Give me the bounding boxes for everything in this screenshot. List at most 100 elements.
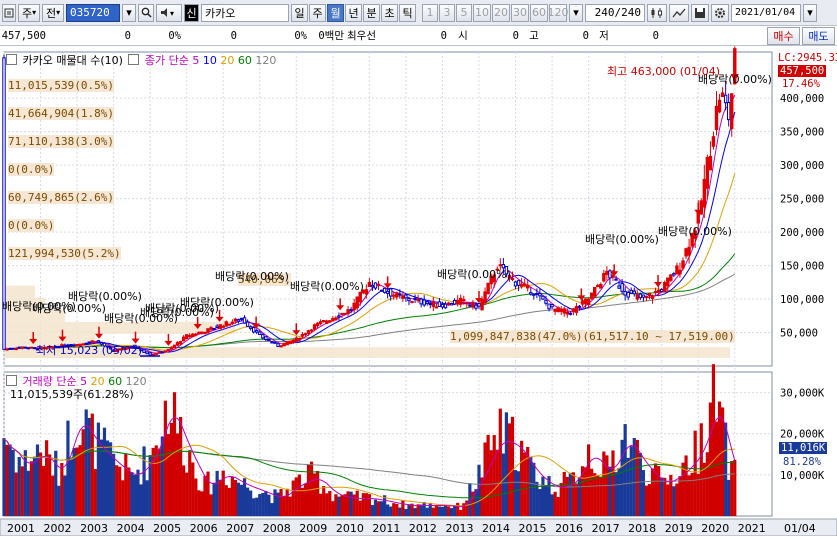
volume-bar [340, 495, 344, 516]
volume-bar [108, 442, 113, 516]
period-button[interactable]: 일 [291, 3, 308, 22]
candle-body [656, 289, 661, 293]
candle-body [118, 348, 122, 351]
sell-button[interactable]: 매도 [802, 26, 835, 45]
ma-period-120[interactable]: 120 [122, 375, 147, 388]
interval-button[interactable]: 60 [530, 3, 548, 22]
volume-bar [367, 494, 371, 516]
save-icon[interactable] [691, 3, 709, 22]
vol-ma60-line [3, 438, 735, 499]
volume-bar [675, 483, 679, 516]
code-dropdown-icon[interactable]: ▾ [122, 3, 136, 22]
volume-bar [352, 494, 356, 516]
interval-dropdown-icon[interactable]: ▾ [569, 3, 583, 22]
x-tick-label: 2003 [80, 522, 108, 535]
mode-dropdown[interactable]: 전 ▾ [42, 3, 64, 22]
calendar-dropdown-icon[interactable]: ▾ [803, 3, 817, 22]
volume-bar [711, 364, 716, 516]
candle-body [562, 308, 566, 314]
candle-body [647, 293, 652, 297]
dividend-label: 배당락(0.00%) [2, 300, 76, 313]
candle-body [382, 287, 387, 293]
ma-period-60[interactable]: 60 [234, 54, 252, 67]
volume-bar [577, 477, 582, 516]
dividend-arrow-head [475, 298, 483, 304]
interval-button[interactable]: 5 [456, 3, 472, 22]
buy-button[interactable]: 매수 [767, 26, 800, 45]
compare-icon[interactable] [669, 3, 689, 22]
volume-bar [288, 496, 292, 516]
period-button[interactable]: 주 [309, 3, 326, 22]
candle-body [726, 101, 731, 121]
volume-pct2: 0백만 [318, 30, 344, 42]
candle-body [273, 341, 277, 344]
ma-period-10[interactable]: 10 [199, 54, 217, 67]
gear-icon[interactable] [711, 3, 729, 22]
candle-body [568, 312, 573, 315]
interval-button[interactable]: 30 [511, 3, 529, 22]
period-button[interactable]: 틱 [399, 3, 416, 22]
volume-bar [559, 483, 563, 516]
candle-count-field[interactable]: 240/240 [585, 3, 645, 22]
candle-body [608, 270, 612, 279]
high-label: 고 [529, 30, 539, 42]
period-button[interactable]: 분 [363, 3, 380, 22]
date-field[interactable]: 2021/01/04 [731, 3, 801, 22]
current-index-badge: LC:2945.33 [778, 52, 837, 64]
ma-period-20[interactable]: 20 [216, 54, 235, 67]
candle-body [480, 298, 484, 311]
interval-button[interactable]: 120 [548, 3, 569, 22]
volume-profile-label: 71,110,138(3.0%) [8, 135, 114, 148]
candle-body [620, 283, 624, 292]
volume-profile-bar [5, 297, 45, 310]
volume-profile-bar [5, 285, 35, 298]
candle-body [663, 282, 667, 293]
volume-bar [343, 494, 347, 516]
candle-body [102, 342, 107, 347]
price-volume-chart[interactable]: 400,000 350,000 300,000 250,000 200,000 150,0… [0, 46, 837, 537]
candle-body [559, 309, 563, 312]
volume-profile-label: 41,664,904(1.8%) [8, 107, 114, 120]
candle-body [449, 302, 454, 306]
interval-button[interactable]: 10 [473, 3, 491, 22]
volume-value: 0 [230, 29, 237, 42]
dividend-arrow-head [193, 324, 202, 330]
search-icon[interactable] [138, 3, 154, 22]
candle-body [599, 283, 603, 289]
menu-icon[interactable] [2, 3, 16, 22]
period-button[interactable]: 년 [345, 3, 362, 22]
ma-period-120[interactable]: 120 [251, 54, 277, 67]
stock-code-input[interactable]: 035720 [66, 3, 120, 22]
stock-name-field[interactable]: 카카오 [201, 3, 289, 22]
interval-button[interactable]: 20 [492, 3, 510, 22]
candle-body [337, 315, 341, 318]
period-button[interactable]: 월 [327, 3, 344, 22]
chart-type-dropdown[interactable]: 주 ▾ [18, 3, 40, 22]
candle-body [666, 277, 670, 287]
panel-close-icon[interactable] [6, 54, 17, 65]
candle-body [358, 291, 362, 303]
volume-bar [331, 501, 335, 516]
ma-period-5[interactable]: 5 [192, 54, 200, 67]
volume-bar [608, 466, 612, 516]
candle-body [419, 298, 423, 305]
period-button[interactable]: 초 [381, 3, 398, 22]
candle-body [352, 302, 356, 311]
candle-body [184, 334, 189, 340]
interval-button[interactable]: 3 [439, 3, 455, 22]
ma-period-60[interactable]: 60 [104, 375, 123, 388]
panel-close-icon[interactable] [6, 375, 17, 386]
speaker-icon[interactable]: ▾ [156, 3, 182, 22]
ma-period-20[interactable]: 20 [87, 375, 105, 388]
volume-bar [465, 500, 469, 516]
candle-settings-icon[interactable] [647, 3, 667, 22]
volume-bar [197, 490, 201, 516]
interval-button[interactable]: 1 [422, 3, 438, 22]
candle-body [507, 274, 512, 279]
volume-bar [188, 450, 192, 516]
candle-body [148, 352, 152, 356]
candle-body [407, 298, 411, 302]
ma-period-5[interactable]: 5 [80, 375, 88, 388]
volume-bar [389, 506, 393, 516]
candle-body [629, 289, 633, 294]
